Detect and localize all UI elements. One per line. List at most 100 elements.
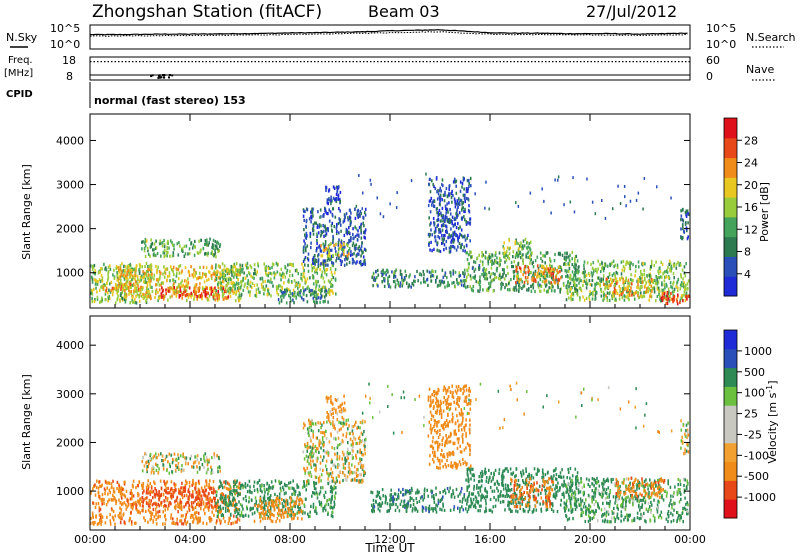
heatmap-cell (451, 235, 454, 239)
heatmap-cell (92, 487, 94, 491)
heatmap-cell (220, 519, 222, 523)
heatmap-cell (162, 505, 165, 509)
heatmap-cell (465, 220, 467, 224)
heatmap-cell (236, 269, 239, 273)
heatmap-cell (187, 277, 189, 281)
heatmap-cell (244, 482, 247, 486)
heatmap-cell (199, 516, 201, 520)
heatmap-cell (563, 283, 565, 287)
freq-label: Freq. (8, 55, 33, 66)
heatmap-cell (191, 273, 194, 277)
heatmap-cell (321, 230, 324, 234)
heatmap-cell (283, 492, 286, 496)
heatmap-cell (220, 494, 222, 498)
heatmap-cell (223, 485, 226, 489)
heatmap-cell (288, 274, 291, 278)
heatmap-cell (111, 515, 114, 519)
heatmap-cell (235, 514, 238, 518)
heatmap-cell (330, 485, 333, 489)
heatmap-cell (460, 199, 463, 203)
heatmap-cell (437, 211, 439, 215)
heatmap-cell (163, 265, 165, 269)
heatmap-cell (358, 252, 360, 256)
heatmap-cell (156, 282, 158, 287)
heatmap-cell (148, 490, 151, 494)
heatmap-cell (234, 504, 236, 508)
heatmap-cell (464, 284, 466, 288)
heatmap-cell (526, 265, 529, 269)
heatmap-cell (255, 291, 258, 295)
heatmap-cell (504, 255, 506, 259)
heatmap-cell (452, 193, 454, 198)
heatmap-cell (125, 287, 127, 291)
heatmap-cell (232, 489, 234, 493)
heatmap-cell (242, 276, 244, 280)
heatmap-cell (318, 492, 321, 496)
heatmap-cell (184, 462, 187, 466)
heatmap-cell (439, 186, 442, 190)
heatmap-cell (175, 267, 178, 271)
heatmap-cell (539, 274, 542, 278)
heatmap-cell (122, 487, 125, 491)
heatmap-cell (313, 293, 316, 297)
heatmap-cell (211, 471, 214, 475)
heatmap-cell (313, 254, 316, 258)
heatmap-cell (360, 231, 362, 235)
heatmap-cell (328, 208, 330, 212)
heatmap-cell (187, 488, 190, 492)
heatmap-cell (141, 247, 143, 251)
heatmap-cell (170, 286, 172, 290)
heatmap-cell (500, 275, 502, 279)
heatmap-cell (531, 251, 533, 255)
heatmap-cell (440, 279, 442, 283)
heatmap-cell (457, 227, 460, 231)
heatmap-cell (532, 277, 534, 281)
heatmap-cell (175, 504, 177, 508)
heatmap-cell (500, 287, 502, 291)
heatmap-cell (464, 272, 466, 276)
heatmap-cell (97, 279, 99, 283)
heatmap-cell (174, 522, 177, 526)
heatmap-cell (498, 277, 500, 281)
heatmap-cell (267, 486, 270, 490)
heatmap-cell (91, 280, 94, 284)
heatmap-cell (521, 247, 523, 251)
heatmap-cell (179, 500, 182, 504)
heatmap-cell (306, 244, 309, 248)
heatmap-cell (187, 462, 189, 466)
heatmap-cell (337, 221, 340, 226)
heatmap-cell (216, 490, 218, 494)
heatmap-cell (120, 272, 123, 276)
heatmap-cell (165, 481, 168, 485)
heatmap-cell (205, 455, 208, 460)
heatmap-cell (486, 277, 489, 281)
heatmap-cell (590, 291, 593, 296)
heatmap-cell (100, 267, 102, 271)
heatmap-cell (668, 290, 670, 294)
heatmap-cell (410, 285, 412, 289)
heatmap-cell (514, 255, 517, 259)
heatmap-cell (503, 251, 506, 255)
heatmap-cell (100, 299, 102, 304)
heatmap-cell (666, 294, 669, 298)
heatmap-cell (623, 298, 626, 302)
heatmap-cell (494, 260, 497, 264)
heatmap-cell (169, 488, 172, 492)
heatmap-cell (611, 278, 614, 282)
heatmap-cell (323, 266, 325, 270)
heatmap-cell (622, 259, 625, 263)
heatmap-cell (500, 282, 502, 286)
heatmap-cell (206, 463, 209, 467)
heatmap-cell (546, 251, 549, 255)
heatmap-cell (329, 258, 331, 262)
heatmap-cell (224, 269, 227, 273)
heatmap-cell (197, 276, 199, 280)
heatmap-cell (207, 298, 210, 302)
heatmap-cell (485, 272, 487, 277)
heatmap-cell (377, 284, 379, 288)
heatmap-cell (246, 286, 249, 290)
heatmap-cell (679, 300, 681, 304)
heatmap-cell (285, 301, 288, 305)
heatmap-cell (306, 208, 309, 212)
heatmap-cell (133, 267, 135, 271)
